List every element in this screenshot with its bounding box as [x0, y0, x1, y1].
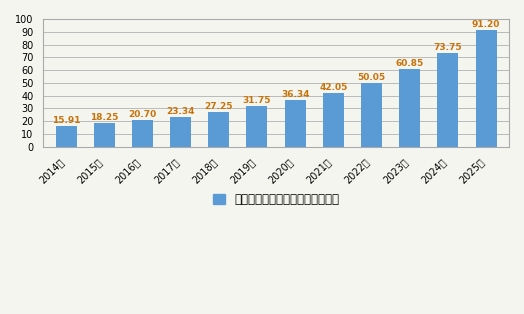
Bar: [285, 100, 305, 147]
Bar: [170, 117, 191, 147]
Text: 73.75: 73.75: [433, 42, 462, 51]
Bar: [476, 30, 497, 147]
Bar: [323, 93, 344, 147]
Text: 23.34: 23.34: [166, 107, 195, 116]
Bar: [56, 127, 77, 147]
Bar: [399, 69, 420, 147]
Bar: [438, 52, 458, 147]
Text: 50.05: 50.05: [357, 73, 386, 82]
Text: 20.70: 20.70: [128, 110, 157, 119]
Bar: [94, 123, 115, 147]
Bar: [208, 112, 230, 147]
Text: 27.25: 27.25: [204, 102, 233, 111]
Bar: [361, 83, 382, 147]
Text: 60.85: 60.85: [396, 59, 424, 68]
Text: 31.75: 31.75: [243, 96, 271, 105]
Text: 91.20: 91.20: [472, 20, 500, 29]
Legend: 全球水下机器人市场规模：亿美元: 全球水下机器人市场规模：亿美元: [208, 189, 344, 211]
Bar: [246, 106, 267, 147]
Text: 15.91: 15.91: [52, 116, 80, 126]
Text: 36.34: 36.34: [281, 90, 309, 99]
Bar: [132, 120, 153, 147]
Text: 18.25: 18.25: [90, 113, 118, 122]
Text: 42.05: 42.05: [319, 83, 347, 92]
